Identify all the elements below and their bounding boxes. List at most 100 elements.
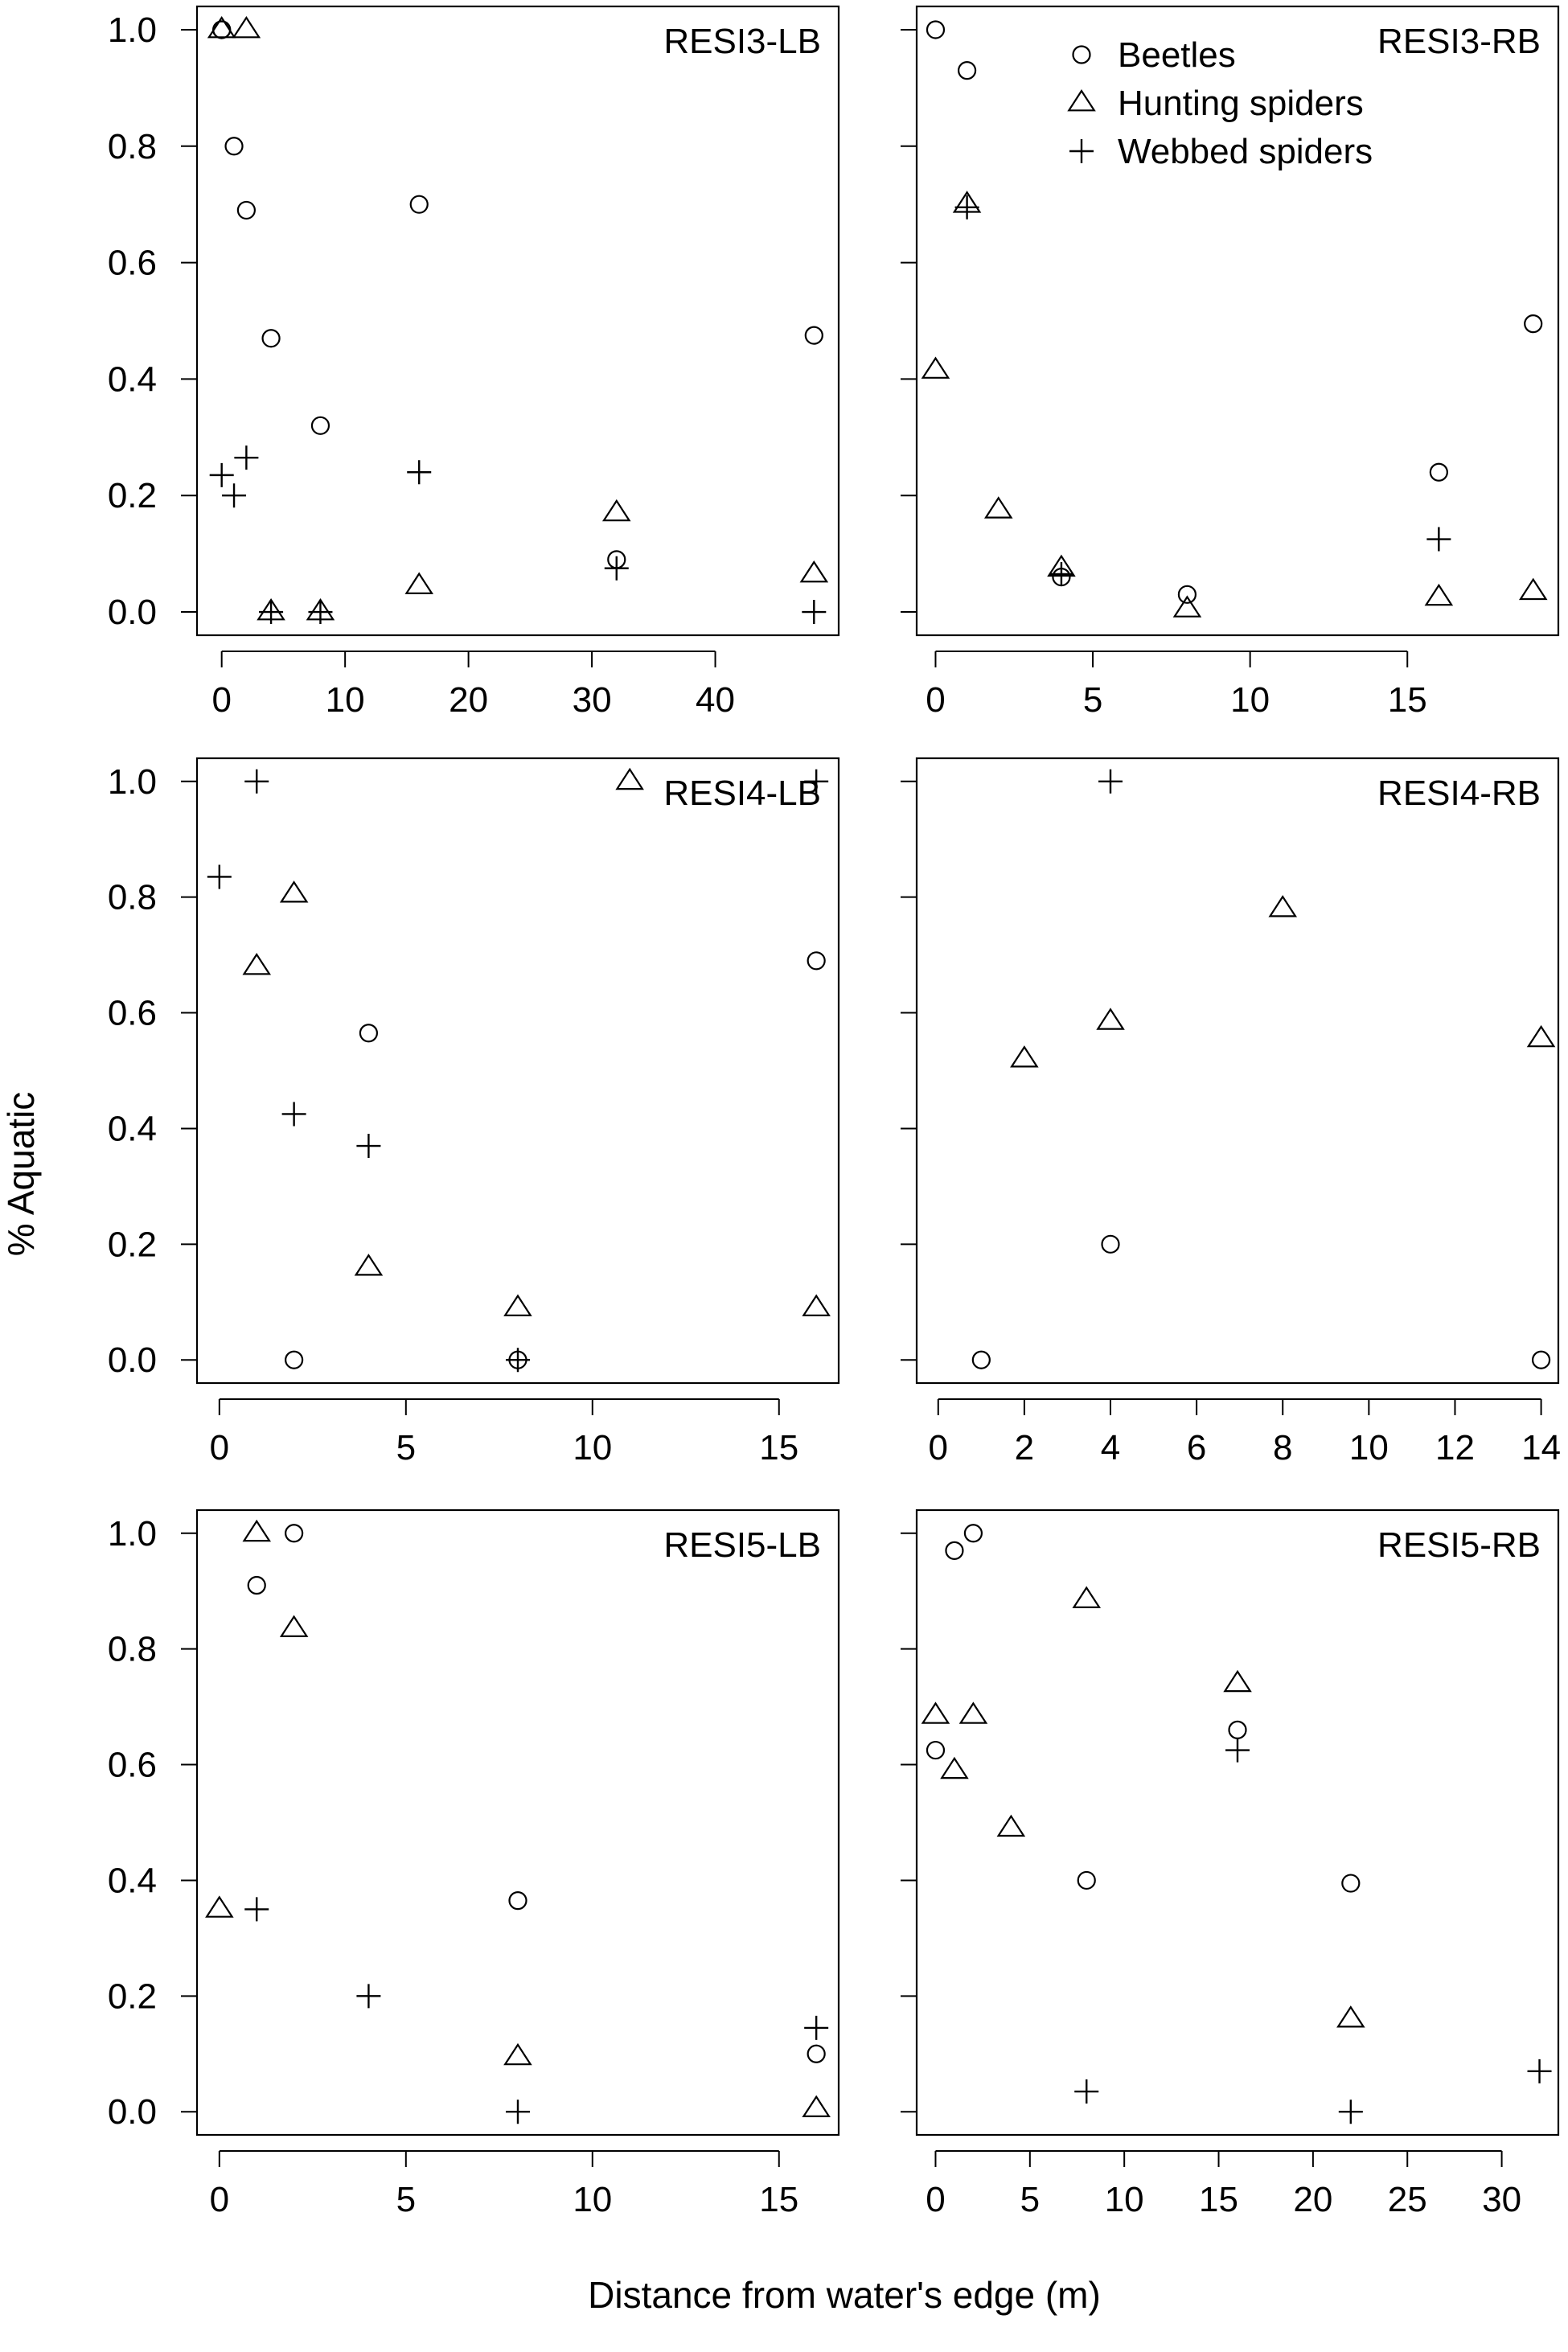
- hunting-spiders-point: [1268, 895, 1298, 917]
- hunting-spiders-point: [207, 15, 236, 39]
- beetles-point: [807, 951, 826, 971]
- y-tick-label: 0.0: [108, 593, 157, 632]
- webbed-spiders-point: [259, 600, 284, 625]
- y-tick-label: 0.6: [108, 1746, 157, 1785]
- series-webbed-spiders: [207, 769, 829, 1373]
- webbed-spiders-point: [954, 195, 979, 220]
- webbed-spiders-point: [1426, 527, 1451, 552]
- series-beetles: [926, 20, 1543, 604]
- webbed-spiders-point: [356, 1984, 381, 2009]
- x-tick-label: 5: [396, 1428, 416, 1467]
- plot-frame: [915, 757, 1560, 1385]
- webbed-spiders-point: [209, 462, 234, 487]
- x-tick-label: 15: [759, 1428, 798, 1467]
- webbed-spiders-point: [604, 556, 629, 581]
- series-beetles: [285, 951, 826, 1369]
- hunting-spiders-point: [1096, 1008, 1125, 1030]
- beetles-point: [409, 195, 429, 214]
- plot-frame: [915, 5, 1560, 637]
- x-tick-label: 12: [1435, 1428, 1475, 1467]
- x-tick-label: 30: [1482, 2180, 1521, 2219]
- series-beetles: [926, 1524, 1361, 1893]
- x-tick-label: 8: [1273, 1428, 1292, 1467]
- y-tick-label: 0.8: [108, 127, 157, 166]
- panel-resi5-lb: 0.0 0.2 0.4 0.6 0.8 1.0 0 5 10 15 RESI5-LB: [108, 1508, 840, 2219]
- hunting-spiders-point: [802, 2095, 831, 2117]
- x-tick-label: 0: [210, 1428, 229, 1467]
- hunting-spiders-point: [404, 572, 434, 594]
- webbed-spiders-point: [234, 445, 259, 470]
- x-tick-label: 0: [926, 2180, 945, 2219]
- plot-frame: [195, 757, 840, 1385]
- hunting-spiders-point: [232, 15, 261, 39]
- y-tick-label: 1.0: [108, 10, 157, 50]
- beetles-point: [804, 326, 823, 345]
- x-tick-label: 40: [696, 680, 735, 720]
- x-tick-label: 10: [326, 680, 365, 720]
- hunting-spiders-point: [279, 880, 309, 903]
- panel-title: RESI5-RB: [1377, 1525, 1541, 1565]
- panel-resi4-rb: 0 2 4 6 8 10 12 14 RESI4-RB: [901, 757, 1561, 1467]
- webbed-spiders-point: [1098, 769, 1123, 794]
- webbed-spiders-point: [1338, 2100, 1363, 2124]
- hunting-spiders-point: [242, 952, 272, 975]
- hunting-spiders-point: [921, 1701, 950, 1724]
- beetles-point: [261, 329, 281, 348]
- hunting-spiders-point: [983, 496, 1013, 519]
- beetles-point: [971, 1350, 991, 1369]
- series-hunting-spiders: [1010, 895, 1556, 1068]
- webbed-spiders-point: [506, 1348, 530, 1373]
- legend-beetles-marker: [1072, 45, 1091, 64]
- hunting-spiders-point: [799, 560, 829, 583]
- x-tick-label: 25: [1388, 2180, 1427, 2219]
- hunting-spiders-point: [503, 2042, 532, 2066]
- series-hunting-spiders: [205, 1519, 831, 2117]
- x-tick-label: 30: [573, 680, 612, 720]
- y-tick-label: 0.2: [108, 1976, 157, 2016]
- beetles-point: [957, 61, 977, 80]
- hunting-spiders-point: [1172, 595, 1202, 618]
- webbed-spiders-point: [1074, 2079, 1099, 2104]
- y-tick-label: 0.4: [108, 1861, 157, 1900]
- webbed-spiders-point: [804, 769, 829, 794]
- hunting-spiders-point: [1518, 577, 1548, 601]
- series-beetles: [212, 20, 823, 569]
- panel-title: RESI4-RB: [1377, 774, 1541, 813]
- legend-hunting-spiders-marker: [1067, 88, 1096, 112]
- series-webbed-spiders: [1074, 1738, 1552, 2124]
- webbed-spiders-point: [244, 769, 269, 794]
- panel-resi4-lb: 0.0 0.2 0.4 0.6 0.8 1.0 0 5 10 15 RESI4-LB: [108, 757, 840, 1467]
- beetles-point: [508, 1891, 527, 1911]
- beetles-point: [1077, 1870, 1096, 1890]
- webbed-spiders-point: [804, 2015, 829, 2040]
- webbed-spiders-point: [356, 1134, 381, 1159]
- panel-resi5-rb: 0 5 10 15 20 25 30 RESI5-RB: [901, 1508, 1560, 2219]
- x-tick-label: 10: [1105, 2180, 1144, 2219]
- beetles-point: [359, 1024, 379, 1043]
- series-hunting-spiders: [921, 1586, 1365, 2028]
- hunting-spiders-point: [1223, 1669, 1252, 1693]
- y-tick-label: 0.4: [108, 359, 157, 399]
- beetles-point: [1531, 1350, 1551, 1369]
- beetles-point: [285, 1524, 304, 1543]
- legend: Beetles Hunting spiders Webbed spiders: [1067, 35, 1373, 171]
- series-webbed-spiders: [209, 445, 827, 625]
- x-tick-label: 10: [573, 2180, 612, 2219]
- x-tick-label: 14: [1521, 1428, 1561, 1467]
- hunting-spiders-point: [958, 1701, 988, 1724]
- panel-resi3-rb: 0 5 10 15 RESI3-RB Beetles Hunting spiders Webb…: [901, 5, 1560, 720]
- x-tick-label: 10: [1349, 1428, 1389, 1467]
- y-tick-label: 0.8: [108, 878, 157, 917]
- webbed-spiders-point: [1225, 1738, 1250, 1763]
- legend-webbed-spiders-marker: [1069, 139, 1094, 163]
- webbed-spiders-point: [207, 864, 232, 889]
- hunting-spiders-point: [279, 1615, 309, 1637]
- webbed-spiders-point: [281, 1102, 306, 1127]
- x-tick-label: 10: [1230, 680, 1270, 720]
- panel-title: RESI3-LB: [663, 22, 821, 61]
- x-tick-label: 0: [929, 1428, 948, 1467]
- beetles-point: [310, 416, 330, 435]
- beetles-point: [1228, 1720, 1247, 1739]
- beetles-point: [1177, 585, 1197, 604]
